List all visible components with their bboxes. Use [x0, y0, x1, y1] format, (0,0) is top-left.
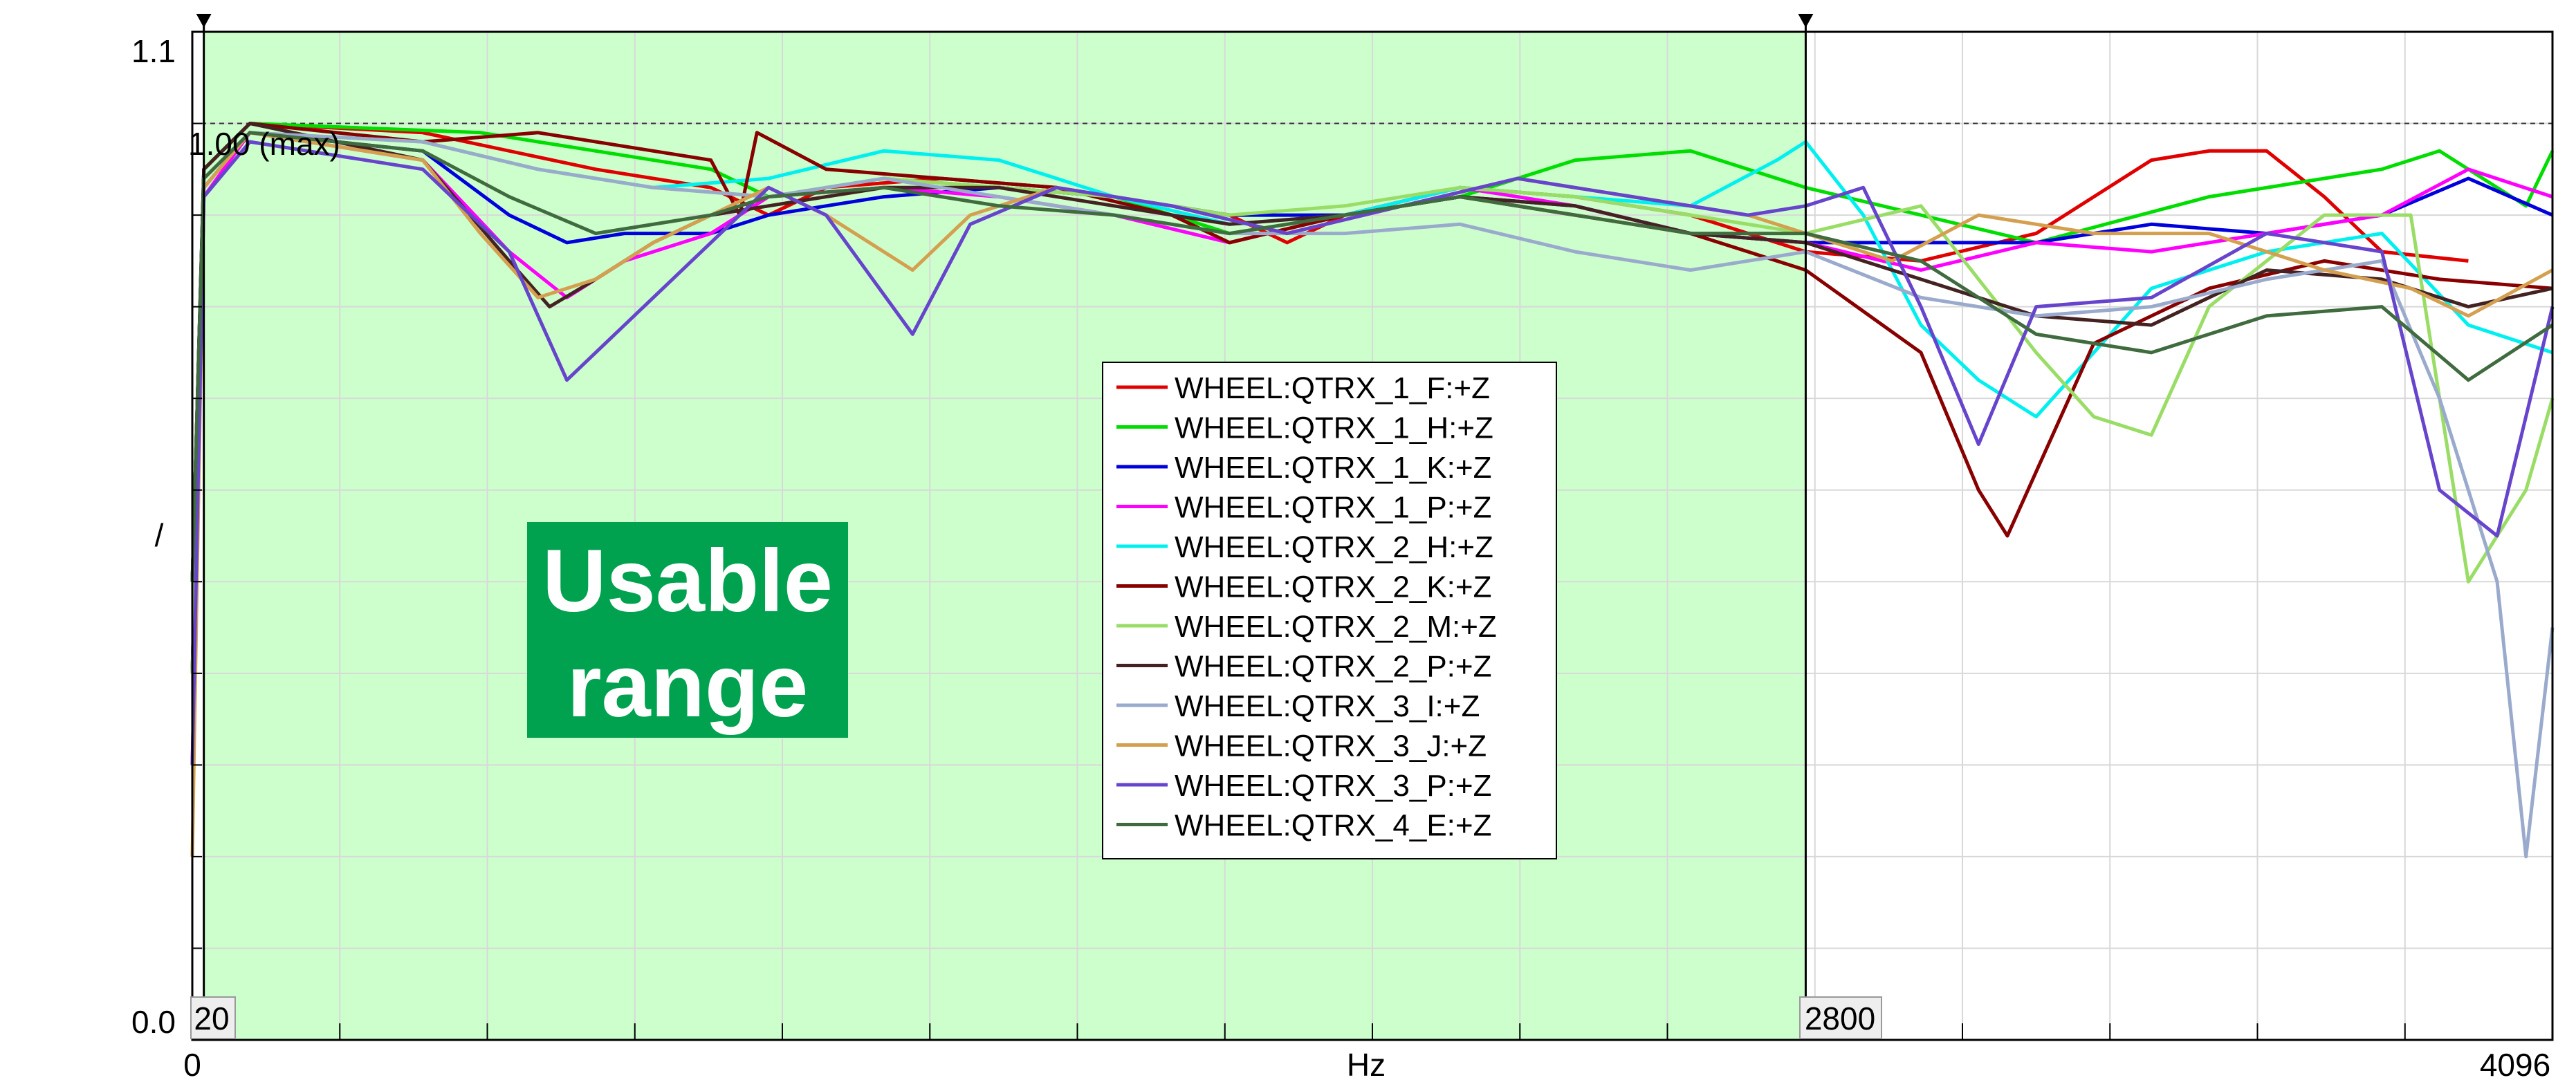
legend-item: WHEEL:QTRX_2_K:+Z: [1116, 570, 1491, 604]
y-tick-label-bottom: 0.0: [131, 1004, 176, 1040]
svg-text:20: 20: [194, 1000, 229, 1036]
usable-range-label-line1: Usable: [542, 532, 833, 631]
cursor-marker-1: [196, 14, 212, 28]
legend-label: WHEEL:QTRX_3_P:+Z: [1175, 769, 1491, 803]
legend-label: WHEEL:QTRX_2_H:+Z: [1175, 530, 1493, 564]
legend-label: WHEEL:QTRX_2_P:+Z: [1175, 650, 1491, 684]
max-reference-label: 1.00 (max): [188, 126, 340, 162]
legend-label: WHEEL:QTRX_4_E:+Z: [1175, 809, 1491, 843]
legend-item: WHEEL:QTRX_1_H:+Z: [1116, 411, 1493, 445]
legend-item: WHEEL:QTRX_2_M:+Z: [1116, 610, 1497, 644]
legend-label: WHEEL:QTRX_3_J:+Z: [1175, 729, 1487, 763]
legend-label: WHEEL:QTRX_1_H:+Z: [1175, 411, 1493, 445]
y-tick-label-top: 1.1: [131, 33, 176, 69]
legend-item: WHEEL:QTRX_4_E:+Z: [1116, 809, 1491, 843]
legend-item: WHEEL:QTRX_1_K:+Z: [1116, 451, 1491, 485]
legend-label: WHEEL:QTRX_1_K:+Z: [1175, 451, 1491, 485]
legend-label: WHEEL:QTRX_2_K:+Z: [1175, 570, 1491, 604]
legend-item: WHEEL:QTRX_3_P:+Z: [1116, 769, 1491, 803]
cursor-marker-2: [1798, 14, 1814, 28]
x-tick-label-end: 4096: [2480, 1047, 2550, 1083]
usable-range-label-line2: range: [567, 637, 809, 736]
usable-range-badge: [527, 522, 848, 738]
x-axis-label: Hz: [1347, 1047, 1386, 1083]
legend-item: WHEEL:QTRX_1_P:+Z: [1116, 491, 1491, 525]
legend-label: WHEEL:QTRX_2_M:+Z: [1175, 610, 1497, 644]
cursor-label-end[interactable]: 2800: [1799, 996, 1882, 1039]
legend-item: WHEEL:QTRX_2_H:+Z: [1116, 530, 1493, 564]
legend-item: WHEEL:QTRX_3_J:+Z: [1116, 729, 1487, 763]
legend-item: WHEEL:QTRX_1_F:+Z: [1116, 371, 1490, 405]
x-tick-label-start: 0: [183, 1047, 201, 1083]
series-line-6: [190, 122, 2553, 582]
cursor-label-start[interactable]: 20: [190, 996, 236, 1039]
usable-range-label: Usable range: [527, 522, 848, 738]
series-line-9: [190, 131, 2555, 859]
series-line-12: [190, 131, 2554, 582]
legend-label: WHEEL:QTRX_3_I:+Z: [1175, 689, 1480, 723]
svg-text:2800: 2800: [1805, 1000, 1875, 1036]
series-line-1: [190, 122, 2469, 673]
series-line-11: [190, 140, 2555, 765]
legend-label: WHEEL:QTRX_1_P:+Z: [1175, 491, 1491, 525]
legend-item: WHEEL:QTRX_3_I:+Z: [1116, 689, 1480, 723]
legend: WHEEL:QTRX_1_F:+Z WHEEL:QTRX_1_H:+Z WHEEL:…: [1102, 362, 1557, 859]
legend-box: [1102, 362, 1557, 859]
legend-item: WHEEL:QTRX_2_P:+Z: [1116, 650, 1491, 684]
legend-label: WHEEL:QTRX_1_F:+Z: [1175, 371, 1490, 405]
y-axis-label: /: [155, 517, 164, 553]
